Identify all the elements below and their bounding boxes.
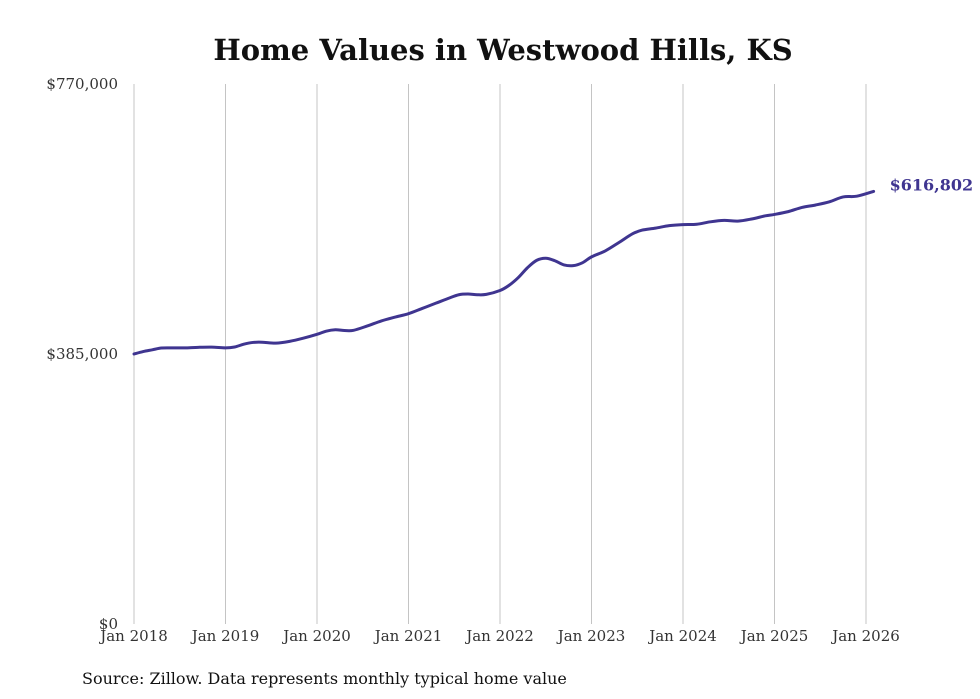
chart-title: Home Values in Westwood Hills, KS bbox=[213, 33, 792, 67]
y-tick-label: $0 bbox=[99, 615, 118, 633]
x-tick-label: Jan 2026 bbox=[830, 627, 900, 645]
x-tick-label: Jan 2018 bbox=[98, 627, 168, 645]
x-tick-label: Jan 2025 bbox=[739, 627, 809, 645]
x-tick-label: Jan 2022 bbox=[464, 627, 534, 645]
x-tick-label: Jan 2023 bbox=[556, 627, 626, 645]
y-axis-ticks: $0 $385,000 $770,000 bbox=[46, 75, 118, 633]
y-tick-label: $385,000 bbox=[46, 345, 118, 363]
source-note: Source: Zillow. Data represents monthly … bbox=[82, 669, 567, 688]
x-tick-label: Jan 2021 bbox=[373, 627, 443, 645]
end-value-label: $616,802 bbox=[890, 175, 974, 194]
y-tick-label: $770,000 bbox=[46, 75, 118, 93]
home-value-line bbox=[132, 189, 876, 356]
x-tick-label: Jan 2019 bbox=[190, 627, 260, 645]
x-tick-label: Jan 2024 bbox=[647, 627, 717, 645]
x-axis-ticks: Jan 2018 Jan 2019 Jan 2020 Jan 2021 Jan 2022… bbox=[98, 627, 900, 645]
gridlines bbox=[133, 84, 867, 624]
x-tick-label: Jan 2020 bbox=[281, 627, 351, 645]
